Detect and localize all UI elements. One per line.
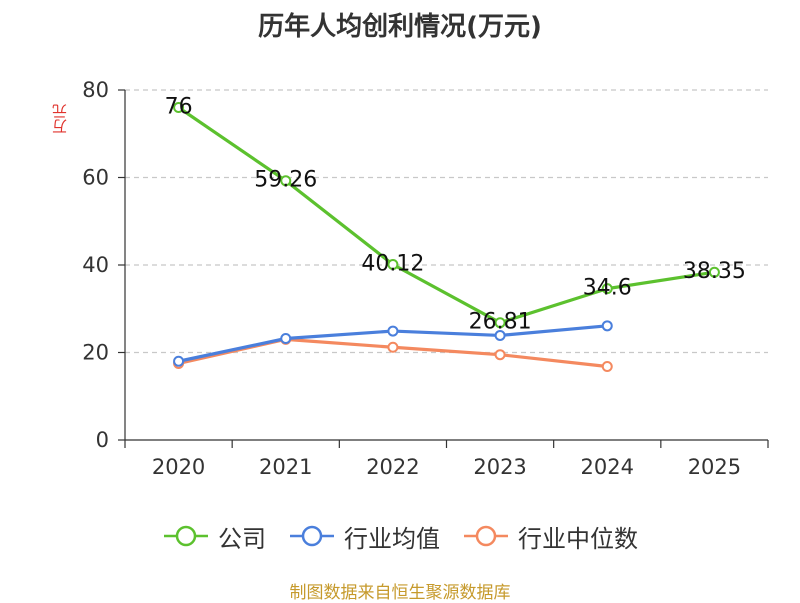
legend-circle [475, 525, 497, 547]
series-line [177, 106, 715, 325]
source-note: 制图数据来自恒生聚源数据库 [289, 583, 511, 603]
data-point [494, 329, 506, 341]
x-tick-label: 2023 [473, 455, 526, 479]
series-2 [173, 333, 613, 372]
data-point [173, 355, 185, 367]
data-point [280, 175, 292, 187]
y-tick-label: 0 [96, 428, 109, 452]
data-point [601, 320, 613, 332]
x-tick-label: 2025 [688, 455, 741, 479]
data-point [387, 341, 399, 353]
data-point [601, 283, 613, 295]
legend-item-1[interactable]: 行业均值 [288, 519, 440, 554]
legend: 公司 行业均值 行业中位数 [0, 518, 800, 554]
data-point [494, 349, 506, 361]
data-point [173, 102, 185, 113]
legend-line-circle-icon [164, 525, 208, 547]
data-label: 59.26 [254, 168, 317, 193]
data-point [601, 361, 613, 372]
legend-label: 行业均值 [344, 524, 440, 553]
legend-circle [301, 525, 323, 547]
legend-label: 公司 [218, 524, 266, 553]
x-tick-label: 2024 [581, 455, 634, 479]
data-label: 40.12 [361, 251, 424, 276]
data-point [494, 317, 506, 329]
y-tick-label: 80 [82, 78, 109, 102]
legend-label: 行业中位数 [518, 524, 638, 553]
data-point [708, 266, 720, 278]
chart-title: 历年人均创利情况(万元) [258, 12, 542, 42]
data-point [280, 333, 292, 344]
legend-line-circle-icon [290, 525, 334, 547]
legend-item-2[interactable]: 行业中位数 [462, 519, 638, 554]
x-tick-label: 2022 [366, 455, 419, 479]
y-tick-label: 60 [82, 166, 109, 190]
data-point [387, 258, 399, 270]
x-tick-label: 2020 [152, 455, 205, 479]
data-point [387, 325, 399, 337]
series-0: 76 59.26 40.12 26.81 34.6 38.35 [165, 95, 746, 335]
x-tick-label: 2021 [259, 455, 312, 479]
series-1 [173, 320, 613, 367]
data-label: 76 [165, 95, 193, 120]
y-tick-label: 20 [82, 341, 109, 365]
legend-line-circle-icon [464, 525, 508, 547]
y-tick-label: 40 [82, 253, 109, 277]
legend-circle [175, 525, 197, 547]
data-label: 38.35 [683, 259, 746, 284]
legend-item-0[interactable]: 公司 [162, 519, 266, 554]
data-label: 34.6 [583, 276, 632, 301]
data-label: 26.81 [469, 310, 532, 335]
